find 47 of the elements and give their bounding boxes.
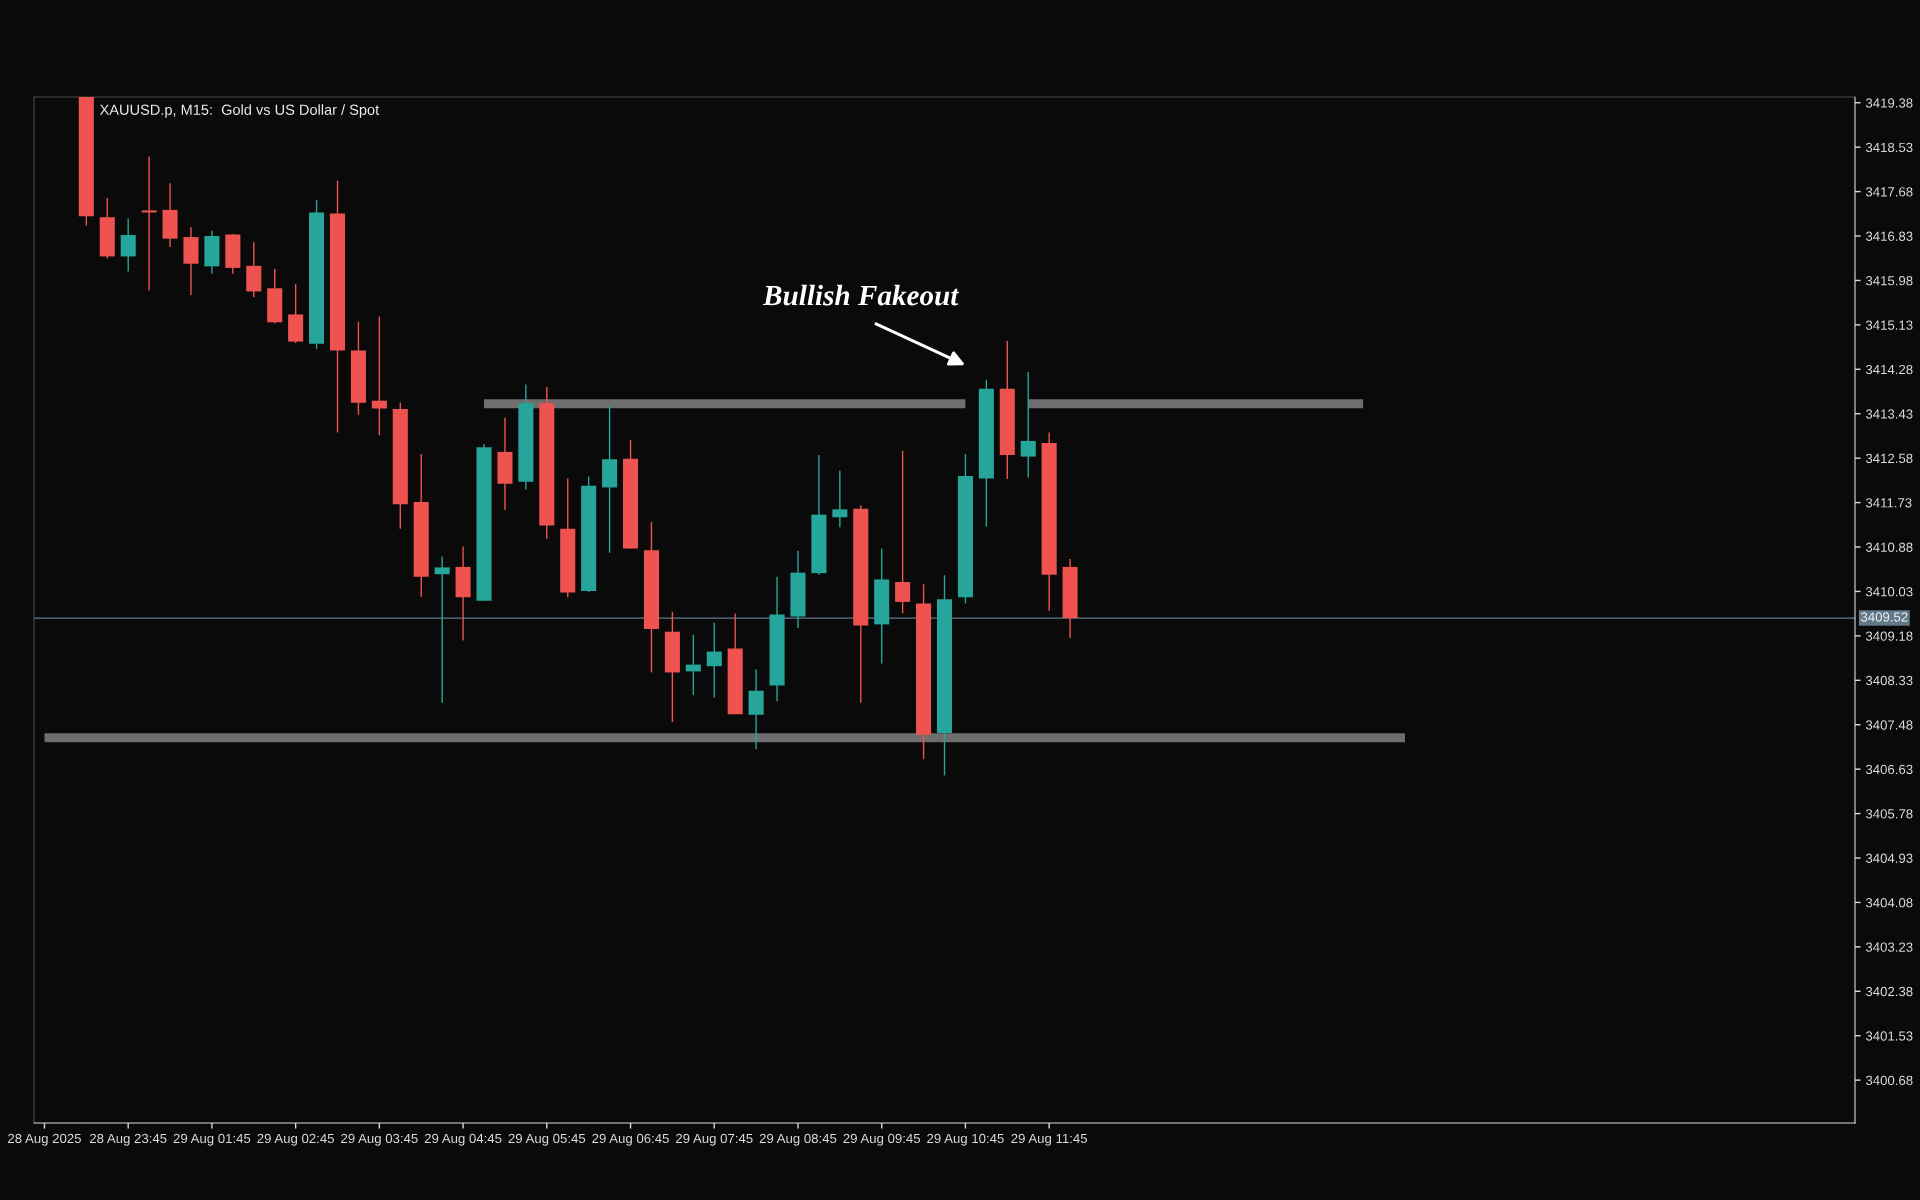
candlestick (141, 155, 157, 292)
y-tick-label: 3404.08 (1865, 898, 1913, 908)
y-tick-label: 3416.83 (1865, 231, 1913, 241)
y-tick-label: 3400.68 (1865, 1075, 1913, 1086)
candlestick (832, 470, 848, 528)
y-tick-label: 3402.38 (1865, 986, 1913, 997)
x-tick-label: 29 Aug 09:45 (843, 1133, 921, 1146)
ref-line-label: 3409.52 (1860, 612, 1908, 622)
y-tick-label: 3418.53 (1865, 142, 1913, 153)
y-tick-label: 3414.28 (1865, 364, 1913, 375)
y-tick-label: 3408.33 (1865, 675, 1913, 686)
y-tick-label: 3401.53 (1865, 1031, 1913, 1041)
candlestick (434, 555, 450, 704)
y-tick-label: 3404.93 (1865, 853, 1913, 863)
y-tick-label: 3419.38 (1865, 98, 1913, 108)
y-tick-label: 3405.78 (1865, 809, 1913, 819)
candlestick (371, 315, 387, 436)
y-tick-label: 3410.03 (1865, 587, 1913, 597)
x-tick-label: 29 Aug 03:45 (341, 1133, 418, 1146)
x-tick-label: 29 Aug 02:45 (257, 1133, 334, 1146)
y-tick-label: 3415.98 (1865, 276, 1913, 286)
candlestick (1020, 371, 1036, 479)
y-tick-label: 3417.68 (1865, 187, 1913, 197)
x-tick-label: 29 Aug 08:45 (759, 1133, 837, 1146)
annotation: Bullish Fakeout (762, 284, 960, 306)
x-tick-label: 29 Aug 10:45 (927, 1133, 1004, 1146)
x-tick-label: 29 Aug 05:45 (508, 1133, 586, 1146)
y-tick-label: 3412.58 (1865, 453, 1913, 464)
candlestick (895, 450, 911, 615)
candlestick (120, 217, 136, 273)
x-tick-label: 28 Aug 2025 (8, 1133, 81, 1146)
y-tick-label: 3407.48 (1865, 720, 1913, 730)
y-tick-label: 3411.73 (1865, 498, 1912, 508)
x-tick-label: 29 Aug 11:45 (1011, 1133, 1088, 1146)
y-tick-label: 3413.43 (1865, 409, 1913, 419)
candlestick (706, 622, 722, 699)
x-tick-label: 28 Aug 23:45 (89, 1133, 167, 1146)
chart-title: XAUUSD.p, M15: Gold vs US Dollar / Spot (99, 104, 380, 118)
x-tick-label: 29 Aug 01:45 (173, 1133, 251, 1146)
y-tick-label: 3415.13 (1865, 320, 1913, 330)
y-tick-label: 3403.23 (1865, 942, 1913, 952)
x-tick-label: 29 Aug 04:45 (424, 1133, 502, 1146)
x-tick-label: 29 Aug 07:45 (676, 1133, 753, 1146)
x-tick-label: 29 Aug 06:45 (592, 1133, 669, 1146)
y-tick-label: 3406.63 (1865, 764, 1913, 775)
y-tick-label: 3409.18 (1865, 631, 1913, 641)
y-tick-label: 3410.88 (1865, 542, 1913, 552)
